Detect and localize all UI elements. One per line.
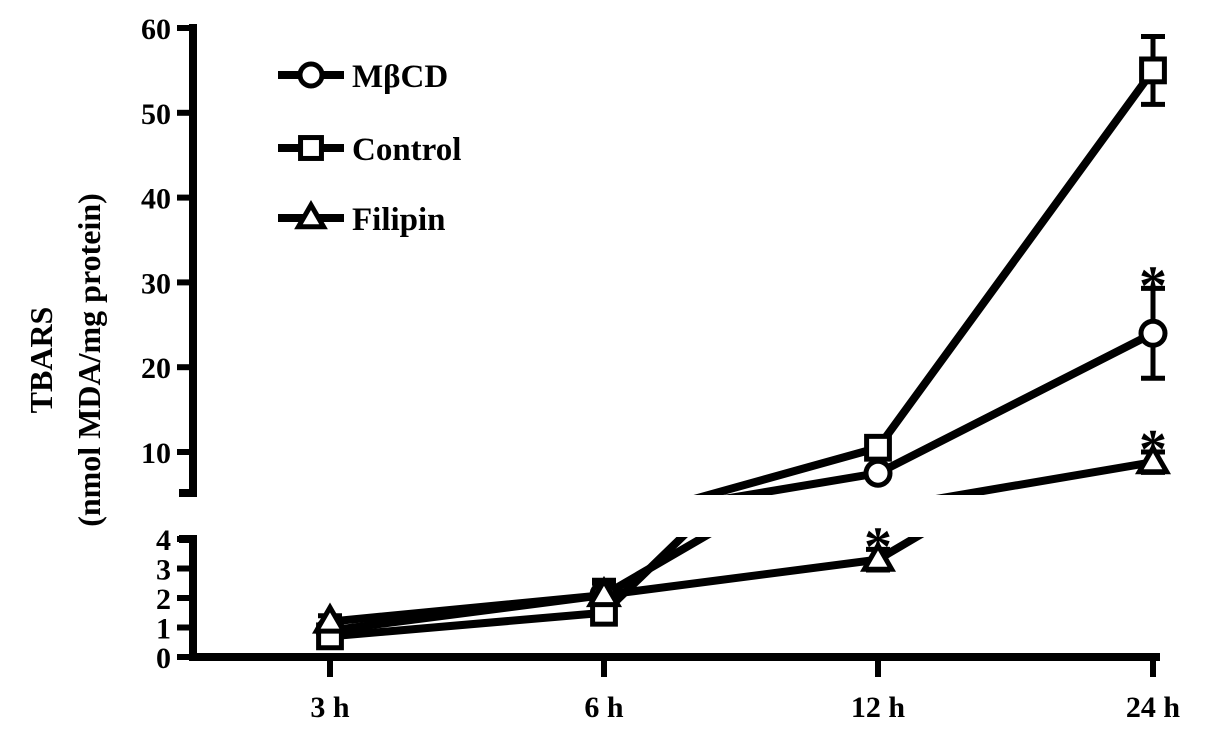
y-tick-label: 10 [141, 437, 171, 470]
series-line-upper [935, 458, 1154, 495]
y-tick-label: 0 [156, 642, 171, 675]
x-tick-label: 6 h [584, 691, 624, 724]
data-point-triangle [1134, 443, 1172, 475]
x-tick-label: 12 h [851, 691, 906, 724]
series-line-lower [329, 537, 925, 626]
legend-label: Filipin [352, 202, 446, 238]
series-triangle [318, 449, 1165, 630]
data-point-triangle [859, 540, 897, 572]
y-tick-label: 50 [141, 98, 171, 131]
significance-star: * [1139, 255, 1167, 317]
series-line-upper [723, 329, 1155, 495]
series-line-upper [693, 68, 1157, 495]
series-square [318, 33, 1165, 644]
y-tick-label: 30 [141, 267, 171, 300]
y-axis-unit-label: (nmol MDA/mg protein) [71, 193, 107, 527]
series-circle [318, 285, 1165, 639]
data-point-square [1139, 56, 1167, 85]
y-tick-label: 60 [141, 13, 171, 46]
data-point-triangle [311, 602, 349, 634]
x-tick-label: 24 h [1126, 691, 1181, 724]
data-point-circle [1138, 318, 1168, 348]
axes [177, 24, 1160, 677]
x-tick-label: 3 h [310, 691, 350, 724]
significance-star: * [1139, 419, 1167, 481]
series-line-lower [329, 537, 712, 635]
legend-marker-square [298, 135, 324, 161]
annotations: * * * [864, 255, 1167, 578]
legend-label: MβCD [352, 59, 448, 95]
legend-marker-triangle [294, 200, 328, 230]
data-point-square [864, 433, 892, 462]
y-axis-label: TBARS [23, 307, 59, 414]
y-tick-label: 40 [141, 183, 171, 216]
data-point-circle [863, 458, 893, 488]
y-tick-label: 20 [141, 352, 171, 385]
y-tick-label: 2 [156, 583, 171, 616]
series-layer [311, 33, 1172, 651]
y-tick-label: 1 [156, 613, 171, 646]
legend: MβCD Control Filipin [278, 59, 461, 238]
legend-marker-circle [297, 61, 325, 89]
y-tick-label: 3 [156, 554, 171, 587]
legend-label: Control [352, 132, 461, 168]
series-line-lower [329, 537, 688, 641]
y-tick-label: 4 [156, 524, 171, 557]
data-point-triangle [585, 575, 623, 608]
significance-star: * [864, 516, 892, 578]
